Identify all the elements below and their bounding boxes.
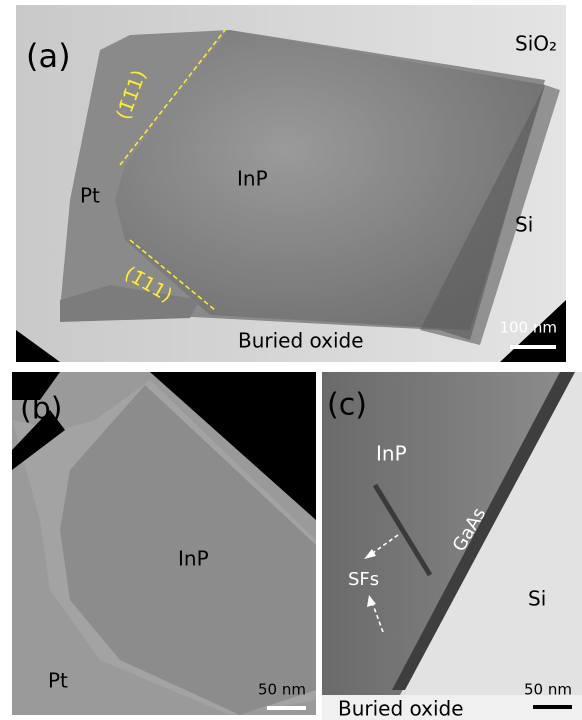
- label: SiO₂: [515, 32, 557, 56]
- panel-label: (b): [20, 392, 62, 427]
- label: SFs: [348, 569, 379, 590]
- panel-label: (c): [327, 388, 367, 423]
- label: Buried oxide: [338, 697, 464, 720]
- label: InP: [178, 547, 209, 571]
- figure: (a) SiO₂ (1̄1̄1) (1̄11) Pt InP Si Buried…: [0, 0, 582, 720]
- scale-bar: [267, 706, 306, 710]
- label: Pt: [80, 184, 100, 208]
- label: InP: [376, 442, 407, 466]
- scale-label: 50 nm: [258, 681, 306, 699]
- scale-bar: [533, 705, 572, 709]
- label: Pt: [48, 669, 68, 693]
- label: Si: [528, 587, 546, 611]
- scale-label: 50 nm: [524, 681, 572, 699]
- scale-bar: [510, 345, 556, 349]
- label: InP: [237, 167, 268, 191]
- scale-label: 100 nm: [499, 319, 557, 337]
- label: Si: [515, 213, 533, 237]
- panel-label: (a): [26, 37, 71, 75]
- label: Buried oxide: [238, 329, 364, 353]
